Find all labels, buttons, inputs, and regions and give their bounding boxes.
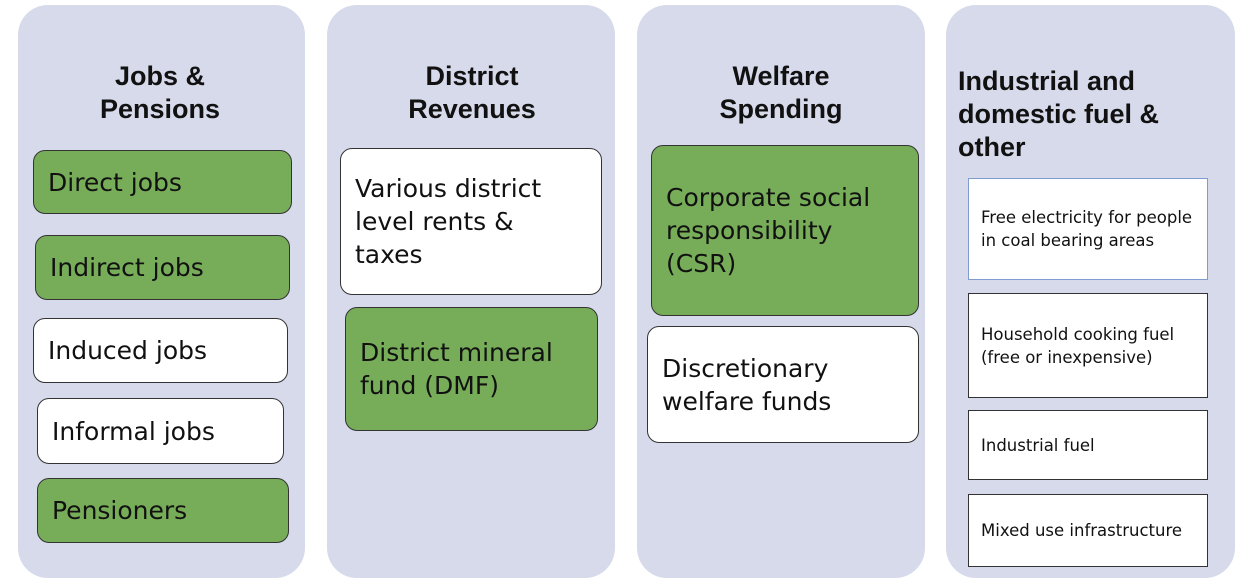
column-title: District Revenues [408, 61, 536, 124]
column-panel [946, 5, 1235, 578]
item-label: Induced jobs [48, 336, 208, 365]
item-label: Indirect jobs [50, 253, 204, 282]
item-label: Mixed use infrastructure [981, 521, 1183, 540]
item-box: Free electricity for people in coal bear… [968, 178, 1208, 280]
item-box: Discretionary welfare funds [647, 326, 919, 443]
item-box: Industrial fuel [968, 410, 1208, 480]
item-label: Corporate social responsibility (CSR) [666, 183, 871, 278]
item-label: Various district level rents & taxes [355, 174, 542, 269]
item-box: Corporate social responsibility (CSR) [651, 145, 919, 316]
item-label: Free electricity for people in coal bear… [981, 208, 1193, 250]
item-label: District mineral fund (DMF) [360, 338, 553, 400]
item-box: Various district level rents & taxes [340, 148, 602, 295]
item-box: Informal jobs [37, 398, 284, 464]
item-label: Direct jobs [48, 167, 182, 197]
item-label: Informal jobs [52, 416, 215, 446]
item-box: Household cooking fuel (free or inexpens… [968, 293, 1208, 398]
column-title: Industrial and domestic fuel & other [958, 66, 1160, 162]
item-box: Induced jobs [33, 318, 288, 383]
item-label: Household cooking fuel (free or inexpens… [981, 324, 1175, 367]
item-label: Industrial fuel [981, 435, 1095, 455]
item-box: District mineral fund (DMF) [345, 307, 598, 431]
item-box: Pensioners [37, 478, 289, 543]
item-box: Mixed use infrastructure [968, 494, 1208, 567]
column-title: Welfare Spending [719, 61, 843, 124]
item-label: Discretionary welfare funds [662, 353, 832, 416]
item-box: Direct jobs [33, 150, 292, 214]
column-title: Jobs & Pensions [99, 61, 221, 124]
item-label: Pensioners [52, 496, 188, 525]
item-box: Indirect jobs [35, 235, 290, 300]
